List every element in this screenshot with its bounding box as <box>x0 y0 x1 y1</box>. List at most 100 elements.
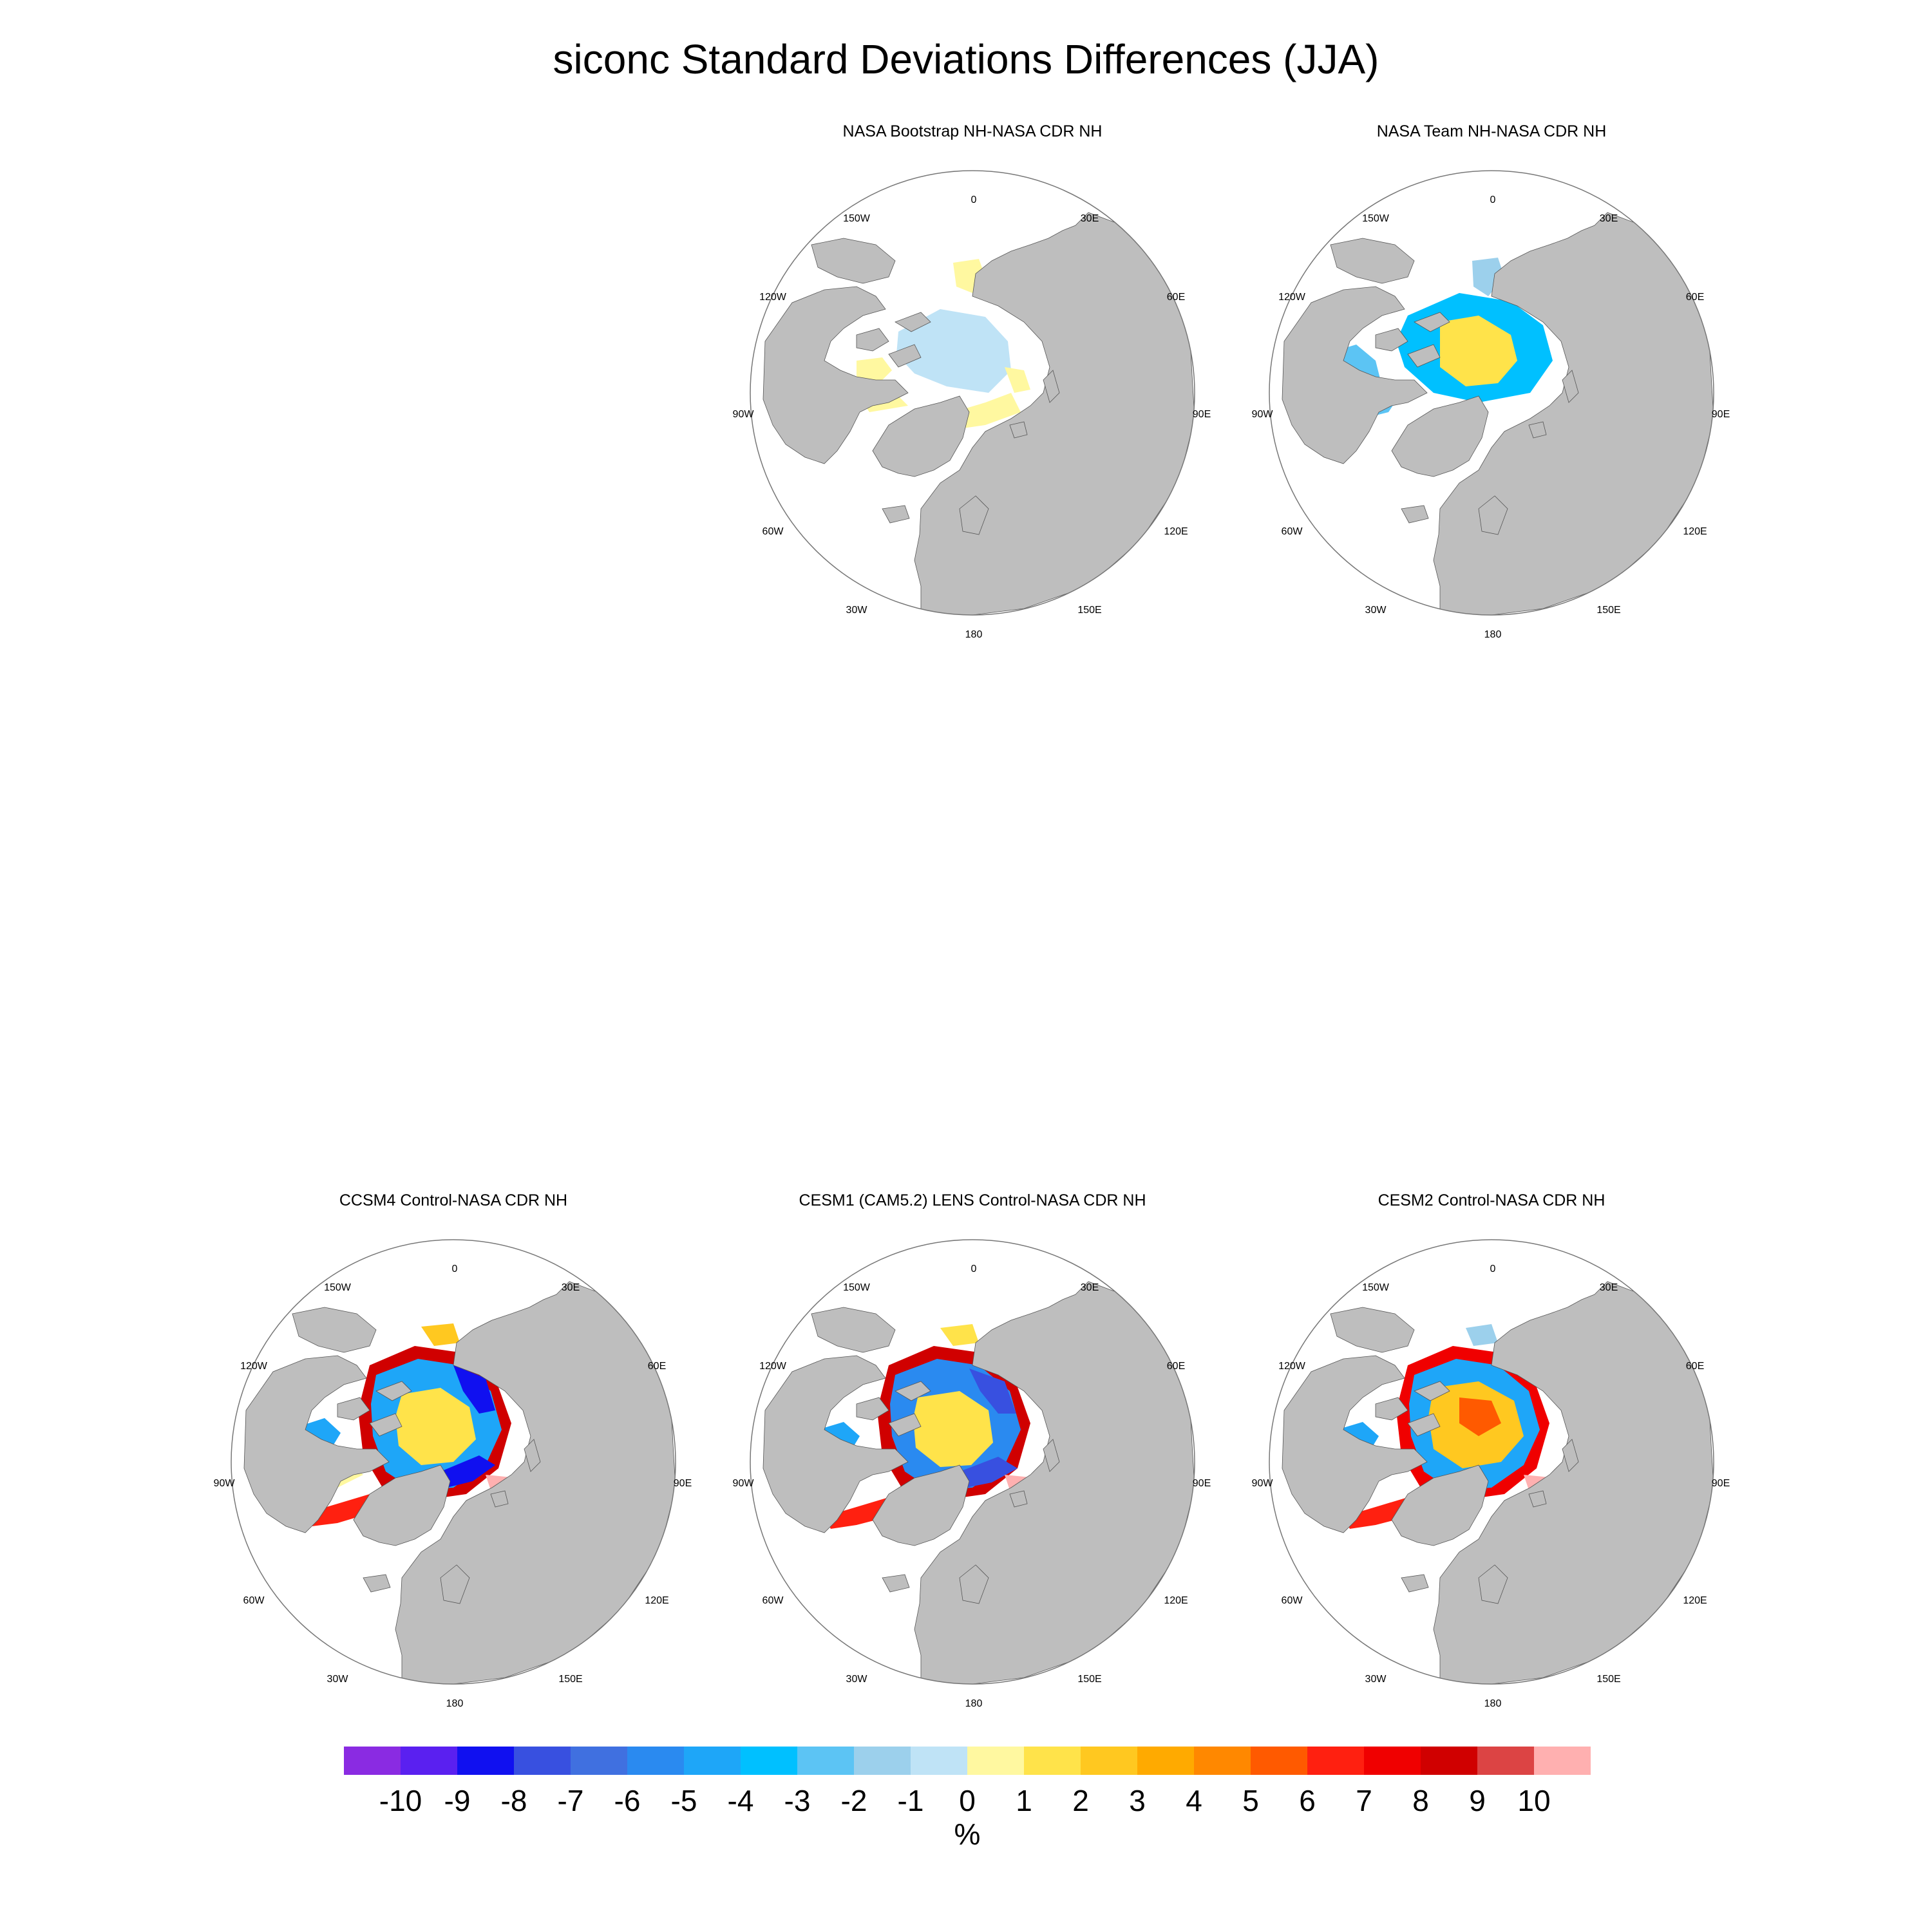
longitude-label: 30E <box>1081 1282 1099 1293</box>
polar-map: 180 150E 120E 90E 60E 30E 0 30W 60W 90W 120W 150W <box>214 1239 692 1707</box>
colorbar-box <box>1081 1747 1137 1775</box>
colorbar-box <box>1024 1747 1081 1775</box>
colorbar-box <box>967 1747 1024 1775</box>
land-mass <box>959 495 989 535</box>
colorbar-tick-label: -9 <box>444 1784 471 1817</box>
longitude-label: 30E <box>1081 213 1099 224</box>
map-content <box>762 1281 1195 1684</box>
sea-ice-anomaly-region <box>421 1323 460 1346</box>
land-mass <box>1330 238 1415 284</box>
colorbar-tick-label: 0 <box>959 1784 976 1817</box>
land-mass <box>895 312 931 332</box>
colorbar-tick-label: -4 <box>728 1784 754 1817</box>
longitude-label: 150E <box>1596 605 1620 616</box>
land-mass <box>1009 421 1028 439</box>
colorbar-box <box>1421 1747 1477 1775</box>
colorbar-box <box>571 1747 627 1775</box>
colorbar-tick-label: -7 <box>558 1784 584 1817</box>
land-mass <box>856 1397 889 1421</box>
longitude-label: 0 <box>971 194 977 205</box>
land-mass <box>762 286 909 464</box>
longitude-label: 90E <box>674 1478 692 1489</box>
map-content <box>1282 212 1714 615</box>
colorbar-tick-label: 10 <box>1517 1784 1550 1817</box>
land-mass <box>1009 1490 1028 1508</box>
longitude-label: 150E <box>1077 1674 1101 1685</box>
map-content <box>1282 1281 1714 1684</box>
land-mass <box>762 1355 909 1533</box>
land-mass <box>1562 370 1579 403</box>
colorbar-box <box>854 1747 911 1775</box>
longitude-label: 0 <box>971 1264 977 1274</box>
colorbar-box <box>1477 1747 1534 1775</box>
colorbar-box <box>741 1747 797 1775</box>
land-mass <box>1043 1439 1060 1472</box>
land-mass <box>1401 1574 1429 1593</box>
land-mass <box>1043 370 1060 403</box>
map-content <box>762 212 1195 615</box>
longitude-label: 120W <box>759 1361 787 1372</box>
land-mass <box>882 505 910 524</box>
land-mass <box>369 1413 402 1437</box>
map-panel-bootstrap: NASA Bootstrap NH-NASA CDR NH 180 150E 120… <box>728 122 1217 638</box>
land-mass <box>1282 286 1428 464</box>
longitude-label: 30W <box>327 1674 349 1685</box>
land-mass <box>1391 395 1489 477</box>
land-mass <box>243 1355 390 1533</box>
map-panel-cesm1: CESM1 (CAM5.2) LENS Control-NASA CDR NH … <box>728 1191 1217 1707</box>
land-mass <box>1478 495 1508 535</box>
longitude-label: 90W <box>214 1478 236 1489</box>
longitude-label: 150W <box>324 1282 352 1293</box>
sea-ice-anomaly-region <box>1440 316 1517 386</box>
longitude-label: 120W <box>759 292 787 303</box>
panel-title: CESM1 (CAM5.2) LENS Control-NASA CDR NH <box>799 1191 1146 1209</box>
colorbar-box <box>1534 1747 1591 1775</box>
longitude-label: 60E <box>1686 292 1704 303</box>
colorbar-tick-label: 4 <box>1186 1784 1202 1817</box>
longitude-label: 0 <box>1490 194 1496 205</box>
colorbar-box <box>627 1747 684 1775</box>
land-mass <box>888 1413 922 1437</box>
polar-map: 180 150E 120E 90E 60E 30E 0 30W 60W 90W 120W 150W <box>1252 170 1730 638</box>
longitude-label: 0 <box>452 1264 458 1274</box>
land-mass <box>895 1381 931 1401</box>
colorbar-unit-label: % <box>954 1817 981 1851</box>
panel-title: CCSM4 Control-NASA CDR NH <box>339 1191 568 1209</box>
longitude-label: 150W <box>843 1282 871 1293</box>
map-border <box>1269 170 1714 616</box>
colorbar-tick-label: 3 <box>1129 1784 1146 1817</box>
longitude-label: 30E <box>1600 213 1618 224</box>
land-mass <box>856 328 889 352</box>
longitude-label: 60E <box>1167 292 1185 303</box>
colorbar-box <box>401 1747 457 1775</box>
land-mass <box>1375 1397 1408 1421</box>
sea-ice-anomaly-region <box>453 1365 495 1414</box>
land-mass <box>1401 505 1429 524</box>
colorbar-box <box>797 1747 854 1775</box>
longitude-label: 120E <box>1164 1595 1188 1606</box>
colorbar-tick-label: 9 <box>1469 1784 1486 1817</box>
longitude-label: 60W <box>1282 526 1303 537</box>
panel-title: NASA Team NH-NASA CDR NH <box>1376 122 1607 140</box>
map-border <box>231 1239 676 1685</box>
longitude-label: 30W <box>846 1674 868 1685</box>
land-mass <box>490 1490 509 1508</box>
longitude-label: 120W <box>1278 292 1306 303</box>
longitude-label: 30E <box>562 1282 580 1293</box>
longitude-label: 150W <box>1362 1282 1390 1293</box>
longitude-label: 90E <box>1193 1478 1211 1489</box>
longitude-label: 90W <box>733 409 755 420</box>
sea-ice-anomaly-region <box>960 1457 1018 1488</box>
longitude-label: 60W <box>762 526 784 537</box>
land-mass <box>1282 1355 1428 1533</box>
land-mass <box>1391 1464 1489 1546</box>
longitude-label: 0 <box>1490 1264 1496 1274</box>
colorbar-box <box>344 1747 401 1775</box>
land-mass <box>375 1381 412 1401</box>
colorbar-box <box>514 1747 571 1775</box>
map-panel-ccsm4: CCSM4 Control-NASA CDR NH 180 150E 120E 90E… <box>209 1191 698 1707</box>
longitude-label: 60E <box>648 1361 666 1372</box>
longitude-label: 60W <box>762 1595 784 1606</box>
land-mass <box>882 1574 910 1593</box>
longitude-label: 150E <box>558 1674 582 1685</box>
